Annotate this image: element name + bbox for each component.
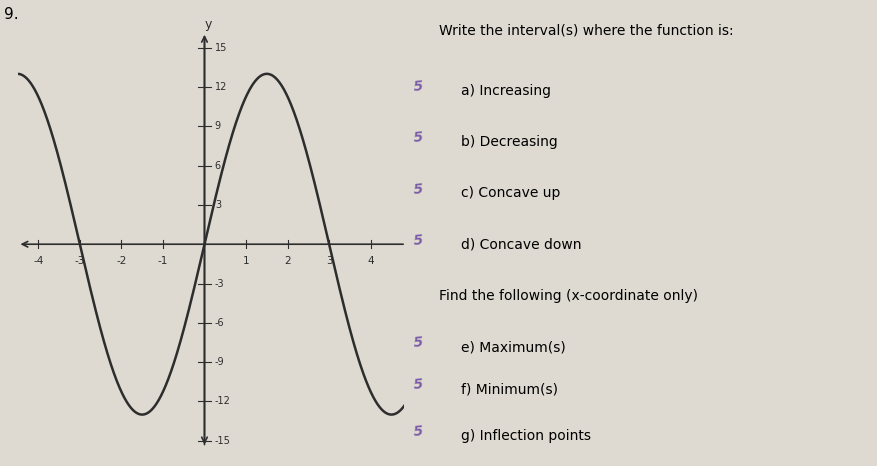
Text: 12: 12 (215, 82, 227, 92)
Text: -3: -3 (75, 256, 85, 266)
Text: d) Concave down: d) Concave down (460, 238, 581, 252)
Text: -4: -4 (33, 256, 44, 266)
Text: 4: 4 (367, 256, 374, 266)
Text: a) Increasing: a) Increasing (460, 84, 551, 98)
Text: -6: -6 (215, 318, 225, 328)
Text: -3: -3 (215, 279, 225, 288)
Text: g) Inflection points: g) Inflection points (460, 429, 590, 443)
Text: 5: 5 (412, 377, 423, 392)
Text: 3: 3 (215, 200, 221, 210)
Text: 5: 5 (412, 182, 423, 197)
Text: Write the interval(s) where the function is:: Write the interval(s) where the function… (438, 23, 733, 37)
Text: -9: -9 (215, 357, 225, 367)
Text: 5: 5 (412, 424, 423, 439)
Text: 5: 5 (412, 79, 423, 94)
Text: 3: 3 (325, 256, 332, 266)
Text: -1: -1 (158, 256, 168, 266)
Text: f) Minimum(s): f) Minimum(s) (460, 382, 557, 396)
Text: b) Decreasing: b) Decreasing (460, 135, 557, 149)
Text: -12: -12 (215, 397, 231, 406)
Text: 9.: 9. (4, 7, 19, 21)
Text: 5: 5 (412, 336, 423, 350)
Text: Find the following (x-coordinate only): Find the following (x-coordinate only) (438, 289, 697, 303)
Text: y: y (204, 18, 212, 31)
Text: 2: 2 (284, 256, 290, 266)
Text: 1: 1 (242, 256, 249, 266)
Text: 15: 15 (215, 42, 227, 53)
Text: -15: -15 (215, 436, 231, 446)
Text: -2: -2 (116, 256, 126, 266)
Text: 5: 5 (412, 233, 423, 248)
Text: c) Concave up: c) Concave up (460, 186, 560, 200)
Text: 5: 5 (412, 130, 423, 145)
Text: 9: 9 (215, 121, 221, 131)
Text: e) Maximum(s): e) Maximum(s) (460, 340, 565, 354)
Text: 6: 6 (215, 161, 221, 171)
